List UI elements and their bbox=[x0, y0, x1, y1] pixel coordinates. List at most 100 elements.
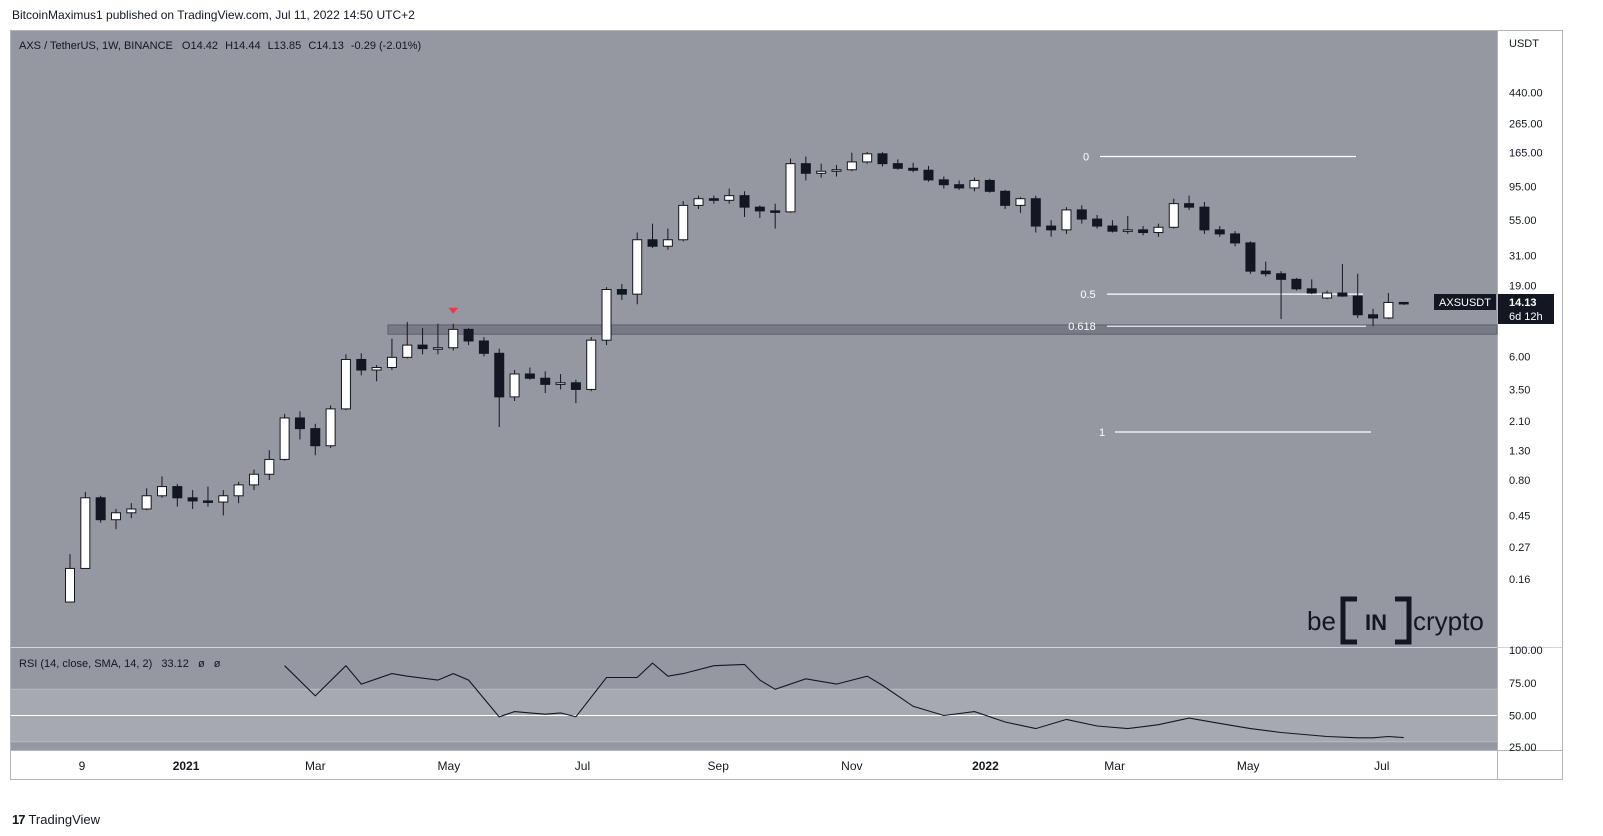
candle[interactable] bbox=[816, 163, 827, 178]
candle[interactable] bbox=[586, 337, 597, 392]
candle[interactable] bbox=[555, 373, 566, 390]
candle[interactable] bbox=[938, 176, 949, 189]
candle[interactable] bbox=[1214, 226, 1225, 237]
candle[interactable] bbox=[294, 411, 305, 440]
candle[interactable] bbox=[1061, 207, 1072, 234]
candle[interactable] bbox=[601, 287, 612, 346]
candle[interactable] bbox=[1322, 290, 1333, 300]
candle[interactable] bbox=[1291, 277, 1302, 291]
candle-body bbox=[1352, 295, 1363, 316]
symbol-legend[interactable]: AXS / TetherUS, 1W, BINANCE O14.42 H14.4… bbox=[19, 40, 421, 52]
candle[interactable] bbox=[65, 554, 75, 603]
candle[interactable] bbox=[678, 201, 689, 242]
candle[interactable] bbox=[156, 476, 167, 498]
candle[interactable] bbox=[432, 323, 443, 355]
candle[interactable] bbox=[754, 205, 765, 218]
price-axis-tick: 2.10 bbox=[1509, 416, 1530, 428]
candle[interactable] bbox=[1276, 271, 1287, 320]
candle-body bbox=[1184, 203, 1195, 208]
candle[interactable] bbox=[248, 469, 259, 491]
candle[interactable] bbox=[877, 152, 888, 167]
candle[interactable] bbox=[110, 508, 121, 530]
candle[interactable] bbox=[1260, 261, 1271, 277]
candle[interactable] bbox=[1046, 220, 1057, 237]
candle[interactable] bbox=[509, 370, 520, 401]
candle[interactable] bbox=[1230, 231, 1241, 247]
candle[interactable] bbox=[1138, 226, 1149, 236]
candle[interactable] bbox=[494, 348, 505, 427]
candle[interactable] bbox=[1352, 273, 1363, 318]
candle[interactable] bbox=[386, 338, 397, 371]
candle[interactable] bbox=[95, 495, 106, 523]
candle[interactable] bbox=[1168, 198, 1179, 229]
rsi-legend[interactable]: RSI (14, close, SMA, 14, 2) 33.12 ø ø bbox=[19, 658, 221, 670]
candle[interactable] bbox=[371, 365, 382, 382]
candle[interactable] bbox=[1245, 241, 1256, 274]
candle[interactable] bbox=[1337, 263, 1348, 297]
candle[interactable] bbox=[540, 371, 551, 394]
candle[interactable] bbox=[1122, 215, 1133, 234]
tradingview-footer[interactable]: 17 TradingView bbox=[12, 812, 100, 827]
candle[interactable] bbox=[402, 321, 413, 359]
candle[interactable] bbox=[1199, 201, 1210, 234]
candle[interactable] bbox=[1368, 308, 1379, 327]
candle[interactable] bbox=[524, 367, 535, 380]
price-tag-bg bbox=[1498, 294, 1554, 324]
candle[interactable] bbox=[218, 490, 229, 516]
candle[interactable] bbox=[172, 484, 183, 507]
candle[interactable] bbox=[739, 191, 750, 217]
candle[interactable] bbox=[187, 490, 198, 509]
candle[interactable] bbox=[1015, 197, 1026, 213]
candle[interactable] bbox=[770, 203, 781, 229]
candle[interactable] bbox=[126, 503, 137, 519]
candle[interactable] bbox=[693, 195, 704, 209]
price-pane[interactable] bbox=[11, 31, 1497, 647]
candle[interactable] bbox=[984, 178, 995, 193]
candle[interactable] bbox=[340, 354, 351, 411]
candle[interactable] bbox=[356, 353, 367, 376]
candle[interactable] bbox=[831, 165, 842, 177]
candle[interactable] bbox=[1107, 220, 1118, 233]
candle[interactable] bbox=[1000, 189, 1011, 209]
candle[interactable] bbox=[724, 188, 735, 204]
candle[interactable] bbox=[264, 450, 275, 481]
candle[interactable] bbox=[463, 328, 474, 346]
candle[interactable] bbox=[647, 223, 658, 248]
candle[interactable] bbox=[954, 180, 965, 190]
candle[interactable] bbox=[708, 195, 719, 204]
candle[interactable] bbox=[202, 486, 213, 507]
candle[interactable] bbox=[325, 405, 336, 448]
candle[interactable] bbox=[846, 152, 857, 172]
candle[interactable] bbox=[800, 156, 811, 181]
candle[interactable] bbox=[1076, 205, 1087, 224]
candle[interactable] bbox=[478, 337, 489, 357]
candle[interactable] bbox=[969, 177, 980, 192]
candle[interactable] bbox=[632, 232, 643, 305]
candle[interactable] bbox=[1306, 279, 1317, 295]
candle[interactable] bbox=[310, 423, 321, 456]
candle[interactable] bbox=[279, 413, 290, 461]
candle[interactable] bbox=[662, 228, 673, 250]
candle[interactable] bbox=[908, 162, 919, 173]
candle[interactable] bbox=[448, 323, 459, 351]
candle[interactable] bbox=[570, 379, 581, 404]
candle[interactable] bbox=[616, 283, 627, 301]
candle[interactable] bbox=[1153, 223, 1164, 237]
candle[interactable] bbox=[923, 165, 934, 182]
candle[interactable] bbox=[1092, 214, 1103, 229]
resistance-zone[interactable] bbox=[387, 324, 1498, 335]
candle[interactable] bbox=[1030, 195, 1041, 233]
price-axis-tick: 1.30 bbox=[1509, 445, 1530, 457]
candle[interactable] bbox=[1398, 301, 1409, 305]
rsi-line[interactable] bbox=[284, 662, 1404, 739]
candle[interactable] bbox=[892, 159, 903, 170]
candle[interactable] bbox=[233, 481, 244, 504]
candle[interactable] bbox=[785, 158, 796, 213]
candle[interactable] bbox=[80, 491, 91, 569]
candle[interactable] bbox=[862, 151, 873, 164]
candle[interactable] bbox=[1383, 293, 1394, 320]
candle[interactable] bbox=[141, 488, 152, 511]
candle[interactable] bbox=[417, 328, 428, 355]
candle[interactable] bbox=[1184, 195, 1195, 210]
